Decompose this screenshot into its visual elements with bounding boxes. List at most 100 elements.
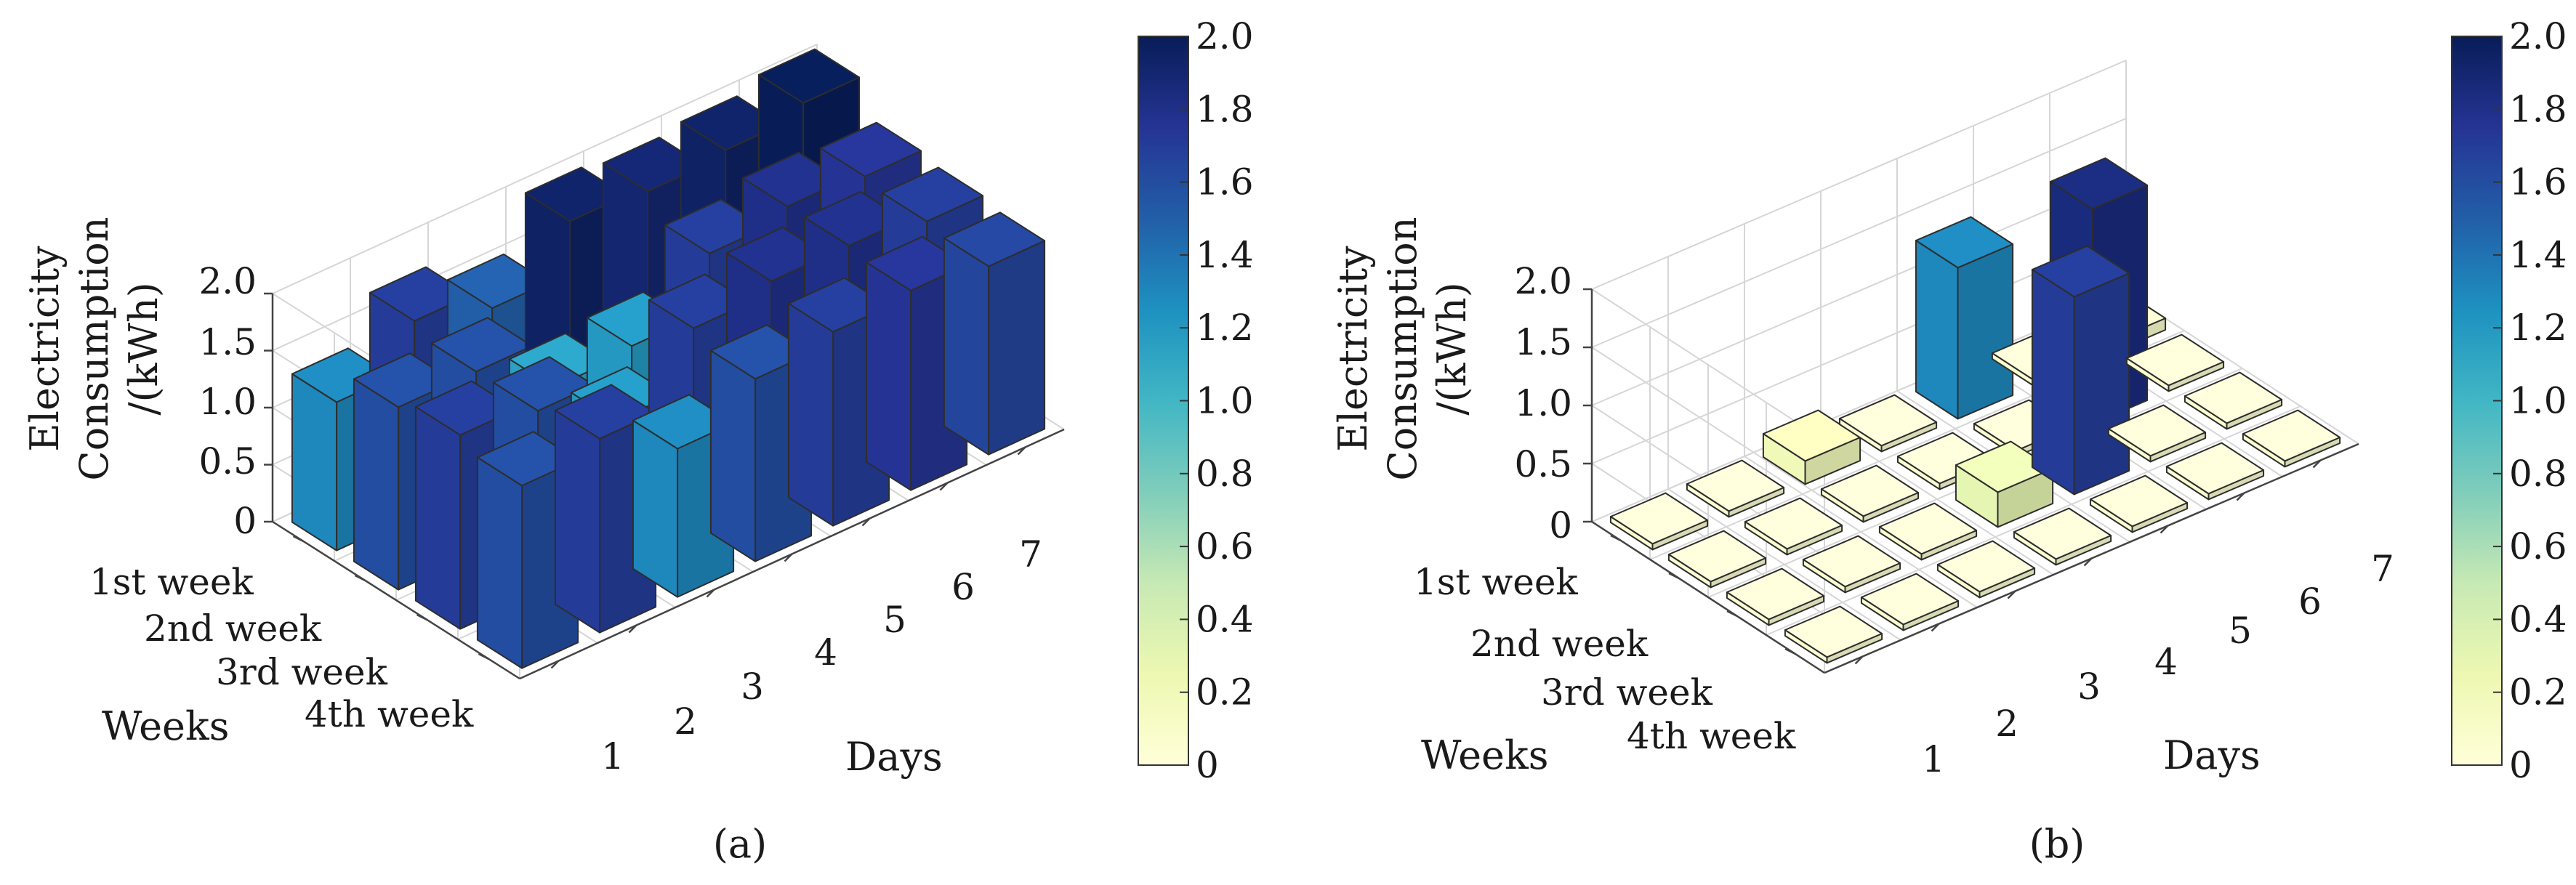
bar-top-face — [1878, 502, 1978, 555]
panel-b-bar-week4-day5 — [2089, 474, 2189, 533]
panel-a-x-tickmark-0 — [550, 660, 560, 669]
panel-b-colorbar: 0 0.2 0.4 0.6 0.8 1.0 1.2 1.4 1.6 1.8 2.0 — [2451, 15, 2567, 786]
panel-b-x-tick-3: 4 — [2154, 641, 2178, 683]
panel-b-colorbar-tick-label-2: 0.4 — [2509, 598, 2567, 640]
panel-a-colorbar: 0 0.2 0.4 0.6 0.8 1.0 1.2 1.4 1.6 1.8 2.0 — [1138, 15, 1254, 786]
panel-b-y-tick-0: 1st week — [1414, 561, 1578, 603]
panel-b-y-tickmark-2 — [1726, 610, 1738, 618]
panel-a-colorbar-ticks: 0 0.2 0.4 0.6 0.8 1.0 1.2 1.4 1.6 1.8 2.0 — [1180, 15, 1254, 786]
panel-b-bar-week3-day7 — [2183, 371, 2283, 430]
bar-top-face — [2049, 157, 2149, 210]
panel-b-y-tickmark-0 — [1610, 534, 1622, 542]
panel-a-colorbar-tick-label-4: 0.8 — [1196, 453, 1254, 495]
panel-a-z-tick-2: 1.0 — [198, 381, 257, 423]
panel-b-y-tickmark-3 — [1784, 647, 1796, 655]
panel-b-colorbar-tick-label-1: 0.2 — [2509, 671, 2567, 714]
panel-b-x-tickmark-1 — [1931, 623, 1940, 632]
bar-top-face — [2031, 245, 2130, 298]
bar-top-face — [1936, 540, 2036, 593]
panel-a-y-tick-0: 1st week — [89, 561, 254, 603]
bar-top-face — [2165, 442, 2265, 495]
panel-b-bar-week4-day4 — [2013, 507, 2112, 566]
panel-a-colorbar-tick-label-2: 0.4 — [1196, 598, 1254, 640]
bar-left-face — [476, 456, 523, 669]
panel-b-caption: (b) — [2029, 821, 2085, 867]
panel-b-bar-week2-day3 — [1820, 464, 1920, 523]
panel-a-y-tickmark-3 — [478, 652, 490, 660]
panel-b-colorbar-tick-label-6: 1.2 — [2509, 307, 2567, 349]
panel-b-bar-week2-day2 — [1744, 497, 1843, 556]
panel-a-y-tickmark-2 — [416, 613, 428, 621]
bar-top-face — [1726, 567, 1825, 621]
panel-a-colorbar-tick-label-1: 0.2 — [1196, 671, 1254, 714]
panel-b-bar-week1-day3 — [1762, 409, 1861, 485]
bar-top-face — [1667, 530, 1767, 583]
bar-top-face — [2183, 371, 2283, 424]
panel-b-x-tick-5: 6 — [2298, 581, 2322, 623]
bar-left-face — [291, 373, 338, 551]
panel-a-z-label-line-1: Electricity — [22, 246, 68, 452]
panel-b-bar-week3-day5 — [2031, 245, 2130, 496]
panel-b-colorbar-tick-label-5: 1.0 — [2509, 380, 2567, 422]
panel-a-z-tick-0: 0 — [233, 500, 257, 542]
panel-b-y-axis-line — [1591, 520, 1825, 674]
bar-top-face — [1802, 535, 1901, 588]
bar-front-face — [1957, 243, 2014, 420]
panel-b-bar-week3-day1 — [1726, 567, 1825, 626]
bar-top-face — [2125, 334, 2225, 387]
panel-a-y-tick-3: 4th week — [305, 693, 474, 735]
panel-b-colorbar-tick-label-8: 1.6 — [2509, 161, 2567, 203]
panel-a-caption: (a) — [713, 821, 767, 867]
panel-b-gridline-floor-y-3 — [1766, 405, 2301, 636]
panel-b-x-tickmark-2 — [2007, 590, 2016, 599]
panel-a-colorbar-tick-label-0: 0 — [1196, 744, 1219, 786]
panel-b-y-tick-3: 4th week — [1627, 715, 1796, 757]
panel-b-x-tick-0: 1 — [1922, 738, 1945, 780]
panel-b-z-tick-2: 1.0 — [1514, 382, 1572, 424]
panel-b-bar-week2-day1 — [1667, 530, 1767, 589]
panel-a-x-axis-label: Days — [845, 734, 943, 780]
panel-a-axes — [264, 292, 1065, 680]
panel-b-z-tick-1: 0.5 — [1514, 443, 1572, 485]
panel-b-colorbar-tick-label-9: 1.8 — [2509, 88, 2567, 130]
bar-top-face — [943, 211, 1046, 267]
panel-b-bar-week3-day2 — [1802, 535, 1901, 594]
bar-top-face — [1860, 573, 1960, 626]
panel-a-z-label-line-3: /(kWh) — [121, 282, 166, 415]
bar-top-face — [1744, 497, 1843, 550]
panel-b-axes — [1583, 288, 2359, 674]
panel-a-z-tick-1: 0.5 — [198, 440, 257, 482]
panel-b-bar-week1-day2 — [1686, 459, 1785, 518]
panel-a-x-tickmark-5 — [939, 482, 949, 491]
panel-a-x-tick-5: 6 — [951, 566, 975, 608]
panel-b-y-tickmark-1 — [1668, 572, 1680, 580]
panel-b-z-label-line-2: Consumption — [1380, 217, 1425, 480]
bar-left-face — [787, 302, 834, 527]
panel-b-bar-week4-day7 — [2242, 409, 2341, 468]
bar-top-face — [757, 48, 861, 104]
panel-a-z-tick-4: 2.0 — [198, 260, 257, 302]
panel-b-z-tick-4: 2.0 — [1514, 260, 1572, 302]
panel-a-colorbar-tick-label-7: 1.4 — [1196, 234, 1254, 276]
bar-left-face — [1915, 240, 1959, 420]
bar-top-face — [1686, 459, 1785, 512]
panel-b-bar-week4-day1 — [1784, 605, 1883, 664]
panel-a-y-axis-label: Weeks — [102, 703, 229, 749]
panel-b-z-tick-3: 1.5 — [1514, 321, 1572, 363]
panel-a-x-tick-6: 7 — [1019, 533, 1042, 575]
panel-a-x-tick-1: 2 — [674, 700, 697, 743]
panel-b-y-axis-label: Weeks — [1421, 732, 1548, 778]
panel-a-colorbar-tick-label-3: 0.6 — [1196, 525, 1254, 567]
panel-b-gridline-back-z-1.5 — [1591, 118, 2127, 348]
panel-b-bar-week3-day3 — [1878, 502, 1978, 561]
panel-a-y-tickmark-0 — [292, 535, 305, 543]
bar-top-face — [2013, 507, 2112, 560]
panel-a-y-tick-2: 3rd week — [216, 651, 388, 693]
bar-top-face — [1915, 216, 2014, 269]
panel-a-y-tickmark-1 — [354, 574, 366, 582]
panel-b-z-tick-0: 0 — [1549, 504, 1572, 546]
bar-top-face — [1820, 464, 1920, 517]
panel-a-x-tickmark-3 — [784, 553, 793, 562]
bar-front-face — [988, 240, 1046, 456]
